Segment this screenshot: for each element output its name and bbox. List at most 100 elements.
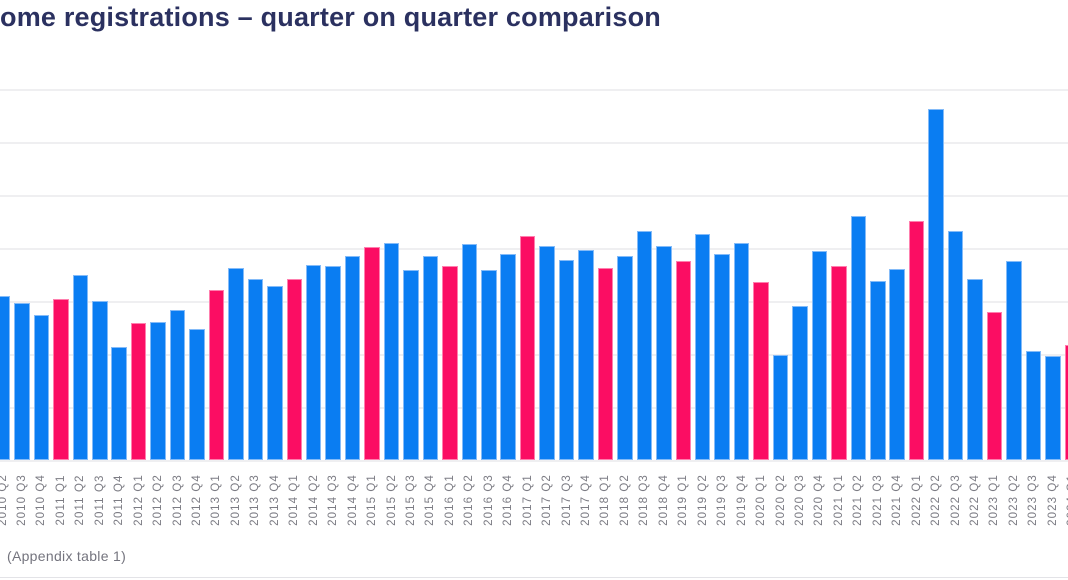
x-tick-2015-q4: 2015 Q4 — [424, 474, 437, 526]
x-tick-2022-q2: 2022 Q2 — [930, 474, 943, 526]
x-tick-2011-q1: 2011 Q1 — [54, 474, 67, 526]
x-tick-2022-q1: 2022 Q1 — [910, 474, 923, 526]
bar-2015-q4 — [422, 255, 439, 461]
x-tick-2014-q1: 2014 Q1 — [288, 474, 301, 526]
bar-2019-q1 — [675, 260, 691, 461]
x-tick-2011-q3: 2011 Q3 — [93, 474, 106, 526]
chart-title: ome registrations – quarter on quarter c… — [0, 2, 661, 32]
bar-2021-q4 — [889, 268, 905, 461]
x-tick-2016-q1: 2016 Q1 — [443, 474, 456, 526]
x-tick-2010-q3: 2010 Q3 — [15, 474, 28, 526]
bar-2013-q1 — [208, 289, 225, 461]
x-tick-2012-q2: 2012 Q2 — [152, 474, 165, 526]
x-tick-2019-q2: 2019 Q2 — [696, 474, 709, 526]
bar-2017-q2 — [539, 245, 555, 461]
x-tick-2023-q4: 2023 Q4 — [1046, 474, 1059, 526]
x-tick-2023-q1: 2023 Q1 — [988, 474, 1001, 526]
bar-2021-q2 — [850, 215, 867, 461]
bar-2019-q4 — [733, 243, 750, 461]
bar-2014-q4 — [344, 256, 361, 461]
bar-2022-q3 — [947, 231, 964, 461]
gridline — [0, 194, 1068, 197]
bar-2018-q2 — [617, 255, 633, 461]
bar-2017-q4 — [578, 249, 594, 461]
bar-2013-q3 — [247, 279, 264, 461]
bar-2019-q3 — [714, 254, 730, 461]
x-tick-2012-q3: 2012 Q3 — [171, 474, 184, 526]
x-tick-2015-q3: 2015 Q3 — [404, 474, 417, 526]
bar-2012-q3 — [169, 309, 186, 461]
bar-2014-q3 — [325, 266, 341, 461]
bar-2013-q4 — [267, 285, 283, 461]
appendix-note: (Appendix table 1) — [7, 548, 127, 564]
x-tick-2019-q3: 2019 Q3 — [716, 474, 729, 526]
bar-2020-q1 — [753, 281, 769, 461]
x-tick-2020-q1: 2020 Q1 — [755, 474, 768, 526]
bar-2011-q4 — [111, 347, 127, 461]
bar-2018-q1 — [597, 268, 614, 461]
x-tick-2018-q3: 2018 Q3 — [638, 474, 651, 526]
x-tick-2018-q1: 2018 Q1 — [599, 474, 612, 526]
x-tick-2017-q3: 2017 Q3 — [560, 474, 573, 526]
x-tick-2010-q2: 2010 Q2 — [0, 474, 9, 526]
bar-2016-q3 — [481, 269, 497, 461]
bar-2016-q1 — [442, 265, 458, 461]
x-tick-2020-q2: 2020 Q2 — [774, 474, 787, 526]
gridline — [0, 459, 1068, 462]
bar-2019-q2 — [694, 233, 711, 461]
bar-2014-q2 — [305, 264, 322, 461]
x-tick-2023-q2: 2023 Q2 — [1007, 474, 1020, 526]
bar-2018-q3 — [636, 231, 653, 461]
x-tick-2017-q1: 2017 Q1 — [521, 474, 534, 526]
bar-2021-q1 — [831, 265, 847, 461]
x-tick-2021-q2: 2021 Q2 — [852, 474, 865, 526]
x-tick-2014-q4: 2014 Q4 — [346, 474, 359, 526]
x-tick-2018-q4: 2018 Q4 — [657, 474, 670, 526]
x-tick-2020-q3: 2020 Q3 — [793, 474, 806, 526]
x-tick-2013-q2: 2013 Q2 — [229, 474, 242, 526]
bar-2014-q1 — [286, 279, 302, 461]
x-tick-2012-q4: 2012 Q4 — [191, 474, 203, 526]
bar-2010-q2 — [0, 296, 11, 461]
bar-2010-q3 — [14, 303, 30, 461]
gridline — [0, 141, 1068, 144]
bar-2024-q1 — [1064, 345, 1068, 461]
x-tick-2021-q3: 2021 Q3 — [871, 474, 884, 526]
bar-2010-q4 — [33, 314, 50, 461]
x-tick-2020-q4: 2020 Q4 — [813, 474, 826, 526]
bar-2015-q2 — [383, 243, 400, 461]
x-tick-2017-q4: 2017 Q4 — [580, 474, 592, 526]
x-tick-2016-q4: 2016 Q4 — [502, 474, 515, 526]
x-tick-2014-q3: 2014 Q3 — [327, 474, 340, 526]
bar-2020-q3 — [792, 305, 808, 461]
x-tick-2019-q4: 2019 Q4 — [735, 474, 748, 526]
x-tick-2015-q1: 2015 Q1 — [366, 474, 379, 526]
x-tick-2013-q3: 2013 Q3 — [249, 474, 262, 526]
bar-2023-q1 — [986, 312, 1003, 461]
bar-2023-q3 — [1025, 350, 1042, 461]
x-tick-2023-q3: 2023 Q3 — [1027, 474, 1040, 526]
bar-2022-q2 — [928, 109, 944, 461]
x-tick-2015-q2: 2015 Q2 — [385, 474, 398, 526]
bar-2011-q2 — [72, 274, 89, 461]
bar-2015-q1 — [364, 247, 380, 461]
x-tick-2014-q2: 2014 Q2 — [307, 474, 320, 526]
bar-2012-q4 — [189, 328, 205, 461]
bottom-divider — [0, 577, 1068, 578]
x-tick-2013-q1: 2013 Q1 — [210, 474, 223, 526]
x-tick-2022-q4: 2022 Q4 — [969, 474, 981, 526]
x-tick-2012-q1: 2012 Q1 — [132, 474, 145, 526]
x-tick-2011-q4: 2011 Q4 — [113, 474, 126, 526]
x-tick-2022-q3: 2022 Q3 — [949, 474, 962, 526]
bar-2012-q1 — [130, 323, 147, 461]
bar-2018-q4 — [656, 245, 672, 461]
bar-2022-q1 — [908, 220, 925, 461]
x-tick-2018-q2: 2018 Q2 — [618, 474, 631, 526]
x-tick-2021-q1: 2021 Q1 — [832, 474, 845, 526]
bar-2020-q2 — [772, 355, 789, 461]
bar-2023-q4 — [1045, 356, 1061, 461]
bar-2016-q2 — [461, 244, 478, 461]
x-tick-2010-q4: 2010 Q4 — [35, 474, 48, 526]
